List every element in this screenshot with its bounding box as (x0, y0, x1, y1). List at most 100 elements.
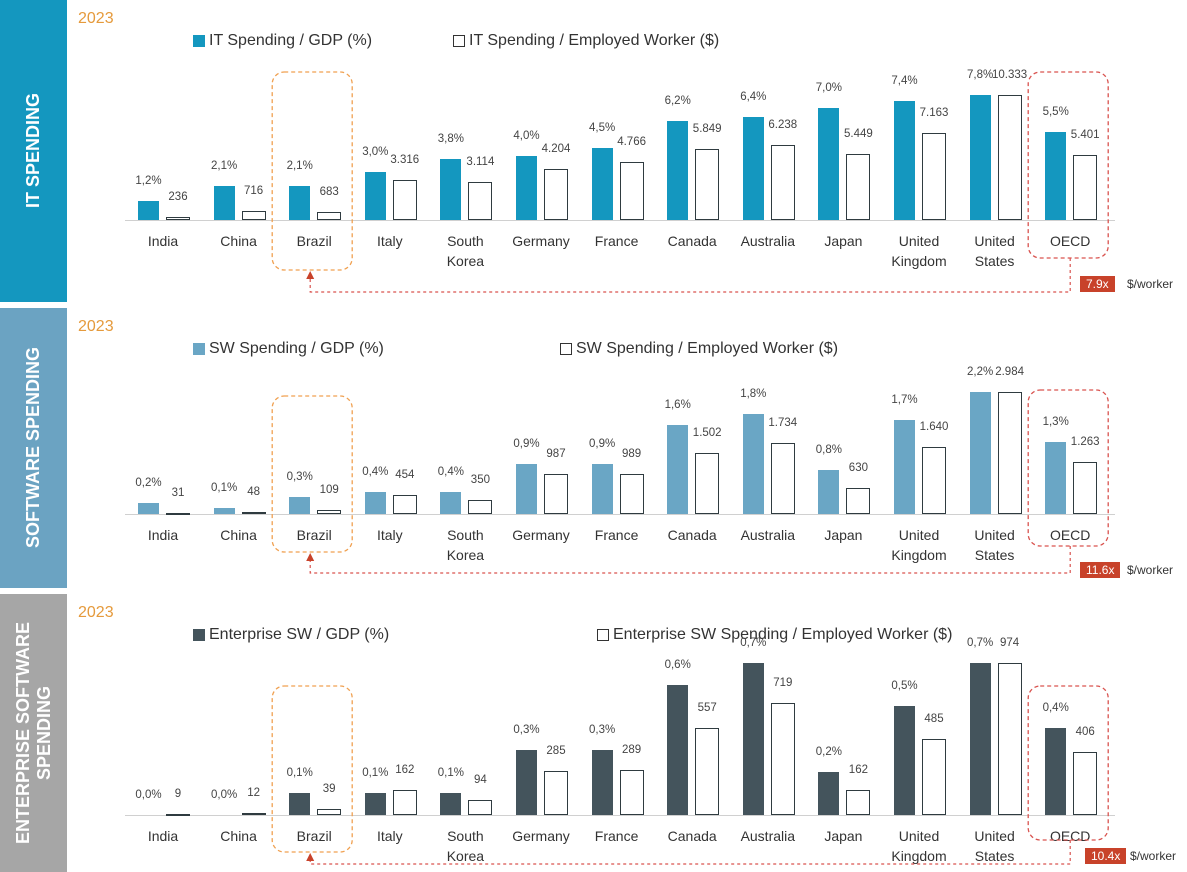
bar (770, 144, 795, 220)
bar (138, 200, 159, 220)
value-label: 2,2% (966, 366, 994, 378)
legend-swatch (597, 629, 609, 641)
baseline (125, 514, 1115, 515)
value-label: 406 (1075, 725, 1095, 738)
value-label: 7,0% (815, 81, 842, 94)
value-label: 1,7% (891, 393, 918, 406)
category-label: OECD (1049, 527, 1091, 543)
value-label: 0,7% (966, 637, 994, 649)
value-label: 989 (622, 447, 642, 460)
highlight-box (271, 71, 353, 271)
value-label: 10.333 (992, 69, 1028, 81)
bar (289, 793, 311, 815)
category-label: South Korea (446, 828, 485, 864)
value-label: 109 (319, 483, 339, 496)
category-label: Australia (740, 527, 796, 543)
bar (770, 443, 795, 514)
bar (619, 473, 644, 514)
value-label: 48 (247, 486, 260, 499)
legend-label: Enterprise SW / GDP (%) (209, 626, 390, 643)
legend-swatch (193, 343, 205, 355)
bar (846, 789, 871, 815)
category-label: United Kingdom (891, 828, 947, 864)
connector (306, 553, 315, 561)
value-label: 3,8% (437, 133, 464, 146)
bar (742, 663, 764, 815)
category-label: Brazil (296, 233, 332, 249)
legend-swatch (193, 35, 205, 47)
bar (997, 392, 1022, 514)
category-label: South Korea (446, 233, 485, 269)
ratio-badge: 11.6x (1080, 562, 1121, 578)
legend-label: IT Spending / Employed Worker ($) (469, 32, 720, 49)
category-label: South Korea (446, 527, 485, 563)
bar (317, 509, 342, 514)
value-label: 0,0% (135, 789, 162, 801)
bar (1073, 154, 1098, 220)
legend-item: IT Spending / Employed Worker ($) (453, 32, 719, 50)
ratio-unit: $/worker (1127, 563, 1174, 577)
legend-item: Enterprise SW / GDP (%) (193, 626, 389, 644)
bar (667, 684, 689, 815)
legend-item: SW Spending / Employed Worker ($) (560, 340, 838, 358)
bar (392, 789, 417, 815)
bar (894, 101, 915, 220)
value-label: 2,1% (286, 160, 313, 173)
category-label: China (220, 527, 257, 543)
bar (289, 497, 311, 514)
bar (364, 491, 386, 514)
bar (770, 702, 795, 815)
highlight-box (1027, 389, 1109, 547)
connector (306, 271, 315, 279)
highlight-box (271, 395, 353, 553)
bar (969, 95, 991, 220)
value-label: 31 (171, 486, 185, 499)
category-label: Italy (376, 233, 403, 249)
section-band: SOFTWARE SPENDING (0, 308, 67, 588)
bar (516, 749, 537, 815)
value-label: 2,1% (210, 160, 238, 173)
value-label: 162 (848, 763, 868, 776)
baseline (125, 815, 1115, 816)
bar (440, 159, 462, 220)
value-label: 12 (247, 787, 260, 800)
category-label: Canada (667, 233, 717, 249)
value-label: 0,4% (437, 465, 464, 478)
value-label: 7.163 (919, 107, 949, 120)
category-label: Australia (740, 233, 796, 249)
value-label: 1.263 (1070, 436, 1100, 449)
year-label: 2023 (78, 318, 114, 335)
highlight-box (1027, 71, 1109, 259)
value-label: 0,8% (815, 443, 842, 456)
category-label: Australia (740, 828, 796, 844)
bar (392, 179, 417, 220)
bar (894, 419, 915, 514)
value-label: 4.204 (541, 143, 571, 156)
value-label: 4,5% (588, 121, 616, 134)
bar (213, 186, 235, 220)
year-label: 2023 (78, 604, 114, 621)
value-label: 285 (546, 744, 566, 757)
overlay (271, 71, 1109, 293)
value-label: 0,1% (362, 767, 389, 780)
value-label: 630 (848, 462, 868, 475)
baseline (125, 220, 1115, 221)
category-label: Italy (376, 828, 403, 844)
value-label: 9 (174, 787, 182, 800)
value-label: 1,6% (664, 399, 691, 412)
bar (468, 800, 493, 815)
bar (619, 769, 644, 815)
ratio-badge: 7.9x (1080, 276, 1115, 292)
legend-label: Enterprise SW Spending / Employed Worker… (613, 626, 953, 643)
bar (516, 464, 537, 514)
bar (468, 182, 493, 220)
value-label: 5.449 (844, 128, 873, 141)
overlay (271, 685, 1109, 865)
bar (818, 107, 840, 220)
value-label: 3.316 (390, 153, 420, 166)
value-label: 0,1% (286, 767, 313, 780)
ratio-unit: $/worker (1130, 849, 1177, 863)
bar (468, 499, 493, 514)
chart-panel: SOFTWARE SPENDING 2023 SW Spending / GDP (… (0, 308, 1187, 588)
